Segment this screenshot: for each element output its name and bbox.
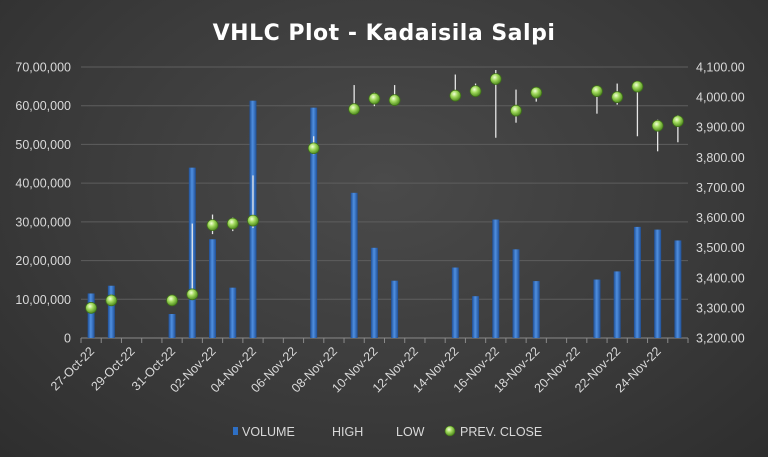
volume-bar [613,271,621,338]
y-right-tick-label: 3,800.00 [696,151,745,165]
gridlines [81,66,688,339]
volume-bar [350,192,358,338]
y-left-tick-label: 10,00,000 [15,293,71,307]
y-left-tick-label: 60,00,000 [15,99,71,113]
volume-bar [168,313,176,338]
y-left-tick-label: 0 [64,332,71,346]
y-left-tick-label: 70,00,000 [15,61,71,75]
volume-bar [532,281,540,338]
prev-close-marker [651,119,664,132]
y-left-tick-label: 20,00,000 [15,254,71,268]
prev-close-marker [672,115,684,128]
y-left-tick-label: 50,00,000 [15,138,71,152]
volume-bar [107,285,115,338]
prev-close-marker [469,85,482,97]
volume-bar [370,247,378,338]
legend-label-low: LOW [396,425,425,439]
prev-close-marker [247,214,259,227]
volume-bar [391,280,399,338]
y-right-tick-label: 3,600.00 [696,211,745,225]
legend-swatch-prev-close [444,425,456,437]
volume-bar [451,267,459,338]
y-right-tick-label: 4,000.00 [696,91,745,105]
prev-close-marker [166,294,178,307]
volume-bar [674,240,682,338]
right-axis-ticks: 3,200.00 3,300.00 3,400.00 3,500.00 3,600.00… [696,61,745,346]
y-right-tick-label: 3,500.00 [696,241,745,255]
prev-close-marker [307,142,320,155]
volume-bar [310,107,318,339]
y-right-tick-label: 3,700.00 [696,181,745,195]
prev-close-marker [591,85,603,97]
prev-close-marker [449,89,462,102]
left-axis-ticks: 0 10,00,000 20,00,000 30,00,000 40,00,000 50,… [15,61,71,346]
volume-bar [593,279,601,338]
prev-close-marker [348,103,360,116]
prev-close-marker [206,219,219,231]
prev-close-marker [226,217,239,230]
y-right-tick-label: 3,300.00 [696,301,745,315]
prev-close-marker [631,80,644,93]
y-left-tick-label: 40,00,000 [15,177,71,191]
volume-bar [654,229,662,338]
volume-bar [633,226,641,338]
legend-label-prev-close: PREV. CLOSE [460,425,542,439]
y-right-tick-label: 4,100.00 [696,61,745,75]
volume-bar [512,249,520,338]
x-axis: 27-Oct-2229-Oct-2231-Oct-2202-Nov-2204-N… [48,338,689,395]
volume-bar [492,219,500,338]
prev-close-marker [489,73,502,85]
volume-bar [209,239,217,338]
legend-item-high: HIGH [332,425,363,439]
prev-close-marker [368,92,381,105]
volume-bar [87,293,95,338]
legend-swatch-volume [233,427,238,435]
legend-item-volume: VOLUME [233,425,295,439]
prev-close-marker [186,288,199,301]
prev-close-marker [530,86,543,99]
prev-close-marker [388,94,401,106]
y-right-tick-label: 3,900.00 [696,121,745,135]
prev-close-marker [611,91,624,103]
y-right-tick-label: 3,400.00 [696,271,745,285]
y-left-tick-label: 30,00,000 [15,215,71,229]
legend-item-low: LOW [396,425,425,439]
volume-bar [229,287,237,338]
legend: VOLUME HIGH LOW PREV. CLOSE [233,425,542,439]
prev-close-marker [510,104,522,117]
legend-label-volume: VOLUME [242,425,295,439]
prev-close-marker [85,302,97,314]
chart-title: VHLC Plot - Kadaisila Salpi [213,21,556,46]
prev-close-markers [85,73,684,314]
legend-label-high: HIGH [332,425,363,439]
prev-close-marker [105,294,118,307]
legend-item-prev-close: PREV. CLOSE [444,425,542,439]
y-right-tick-label: 3,200.00 [696,332,745,346]
volume-bar [472,296,480,338]
